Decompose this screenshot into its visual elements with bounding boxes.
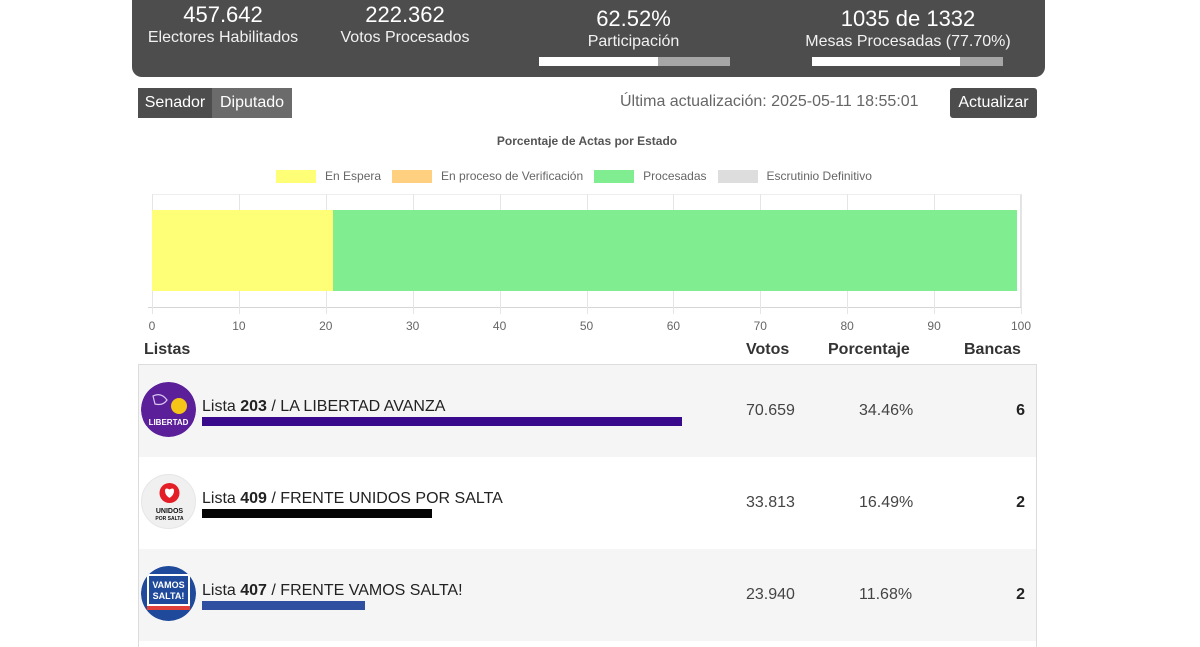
- party-name: Lista 407 / FRENTE VAMOS SALTA!: [202, 582, 463, 599]
- x-tick-label: 90: [927, 319, 941, 333]
- legend-swatch: [392, 169, 433, 183]
- participacion-value: 62.52%: [596, 6, 671, 31]
- votes-value: 70.659: [746, 402, 795, 419]
- legend-label: En proceso de Verificación: [441, 169, 584, 183]
- bar-segment-en-espera[interactable]: [152, 210, 333, 291]
- legend-item-procesadas[interactable]: Procesadas: [594, 169, 707, 183]
- x-tick-label: 70: [753, 319, 767, 333]
- votos-label: Votos Procesados: [340, 29, 470, 46]
- stat-mesas: 1035 de 1332 Mesas Procesadas (77.70%): [792, 6, 1024, 52]
- chart-plot-area: [148, 194, 1022, 314]
- bar-segment-procesadas[interactable]: [332, 210, 1017, 291]
- stat-electores: 457.642 Electores Habilitados: [132, 2, 314, 48]
- svg-text:VAMOS: VAMOS: [152, 580, 184, 590]
- unidos-por-salta-logo-icon: UNIDOS POR SALTA: [141, 474, 196, 529]
- svg-text:LIBERTAD: LIBERTAD: [149, 418, 189, 427]
- header-votos: Votos: [746, 341, 790, 358]
- svg-text:POR SALTA: POR SALTA: [155, 516, 184, 522]
- seats-value: 2: [1016, 586, 1025, 603]
- header-bancas: Bancas: [964, 341, 1021, 358]
- votes-value: 23.940: [746, 586, 795, 603]
- x-tick-label: 40: [492, 319, 507, 333]
- vote-share-bar: [202, 601, 365, 610]
- x-tick-label: 0: [148, 319, 156, 333]
- refresh-button[interactable]: Actualizar: [950, 88, 1037, 118]
- header-porcentaje: Porcentaje: [828, 341, 910, 358]
- stat-participacion: 62.52% Participación: [537, 6, 730, 52]
- svg-text:SALTA!: SALTA!: [153, 591, 185, 601]
- x-tick-label: 100: [1010, 319, 1032, 333]
- mesas-progress-bar: [812, 57, 1003, 66]
- legend-item-escrutinio[interactable]: Escrutinio Definitivo: [717, 169, 872, 183]
- percentage-value: 16.49%: [859, 494, 914, 511]
- x-tick-label: 20: [319, 319, 333, 333]
- legend-item-verificacion[interactable]: En proceso de Verificación: [392, 169, 583, 183]
- list-number: 409: [240, 490, 267, 507]
- mesas-label: Mesas Procesadas (77.70%): [805, 33, 1011, 50]
- party-name: Lista 203 / LA LIBERTAD AVANZA: [202, 398, 446, 415]
- la-libertad-avanza-logo-icon: LIBERTAD: [141, 382, 196, 437]
- participacion-progress-bar: [539, 57, 730, 66]
- participacion-progress-fill: [539, 57, 659, 66]
- legend-item-en-espera[interactable]: En Espera: [276, 169, 381, 183]
- table-row[interactable]: LIBERTAD Lista 203 / LA LIBERTAD AVANZA …: [139, 365, 1036, 457]
- electores-label: Electores Habilitados: [147, 29, 299, 46]
- votes-value: 33.813: [746, 494, 795, 511]
- legend-label: En Espera: [325, 169, 382, 183]
- x-tick-label: 60: [666, 319, 681, 333]
- x-tick-label: 80: [840, 319, 854, 333]
- chart-title: Porcentaje de Actas por Estado: [496, 134, 678, 148]
- electores-value: 457.642: [183, 2, 263, 27]
- vote-share-bar: [202, 509, 432, 518]
- legend-swatch: [276, 169, 316, 183]
- x-tick-label: 10: [232, 319, 246, 333]
- legend-swatch: [594, 169, 635, 183]
- svg-text:UNIDOS: UNIDOS: [156, 508, 184, 515]
- senador-button[interactable]: Senador: [138, 88, 212, 118]
- mesas-value: 1035 de 1332: [840, 6, 976, 31]
- seats-value: 6: [1016, 402, 1025, 419]
- vote-share-bar: [202, 417, 682, 426]
- table-row[interactable]: VAMOS SALTA! Lista 407 / FRENTE VAMOS SA…: [139, 549, 1036, 641]
- votos-value: 222.362: [365, 2, 445, 27]
- legend-swatch: [717, 169, 758, 183]
- percentage-value: 34.46%: [859, 402, 914, 419]
- chamber-toggle: Senador Diputado: [138, 88, 292, 118]
- stats-panel: 457.642 Electores Habilitados 222.362 Vo…: [132, 0, 1045, 77]
- list-number: 407: [240, 582, 267, 599]
- header-listas: Listas: [144, 341, 191, 358]
- percentage-value: 11.68%: [859, 586, 913, 603]
- table-row[interactable]: UNIDOS POR SALTA Lista 409 / FRENTE UNID…: [139, 457, 1036, 549]
- x-axis-line: [148, 307, 1021, 308]
- vamos-salta-logo-icon: VAMOS SALTA!: [141, 566, 196, 621]
- x-tick-label: 30: [406, 319, 420, 333]
- legend-label: Escrutinio Definitivo: [766, 169, 872, 183]
- diputado-button[interactable]: Diputado: [212, 88, 292, 118]
- last-updated-text: Última actualización: 2025-05-11 18:55:0…: [620, 93, 919, 110]
- party-name: Lista 409 / FRENTE UNIDOS POR SALTA: [202, 490, 503, 507]
- legend-label: Procesadas: [643, 169, 707, 183]
- seats-value: 2: [1016, 494, 1025, 511]
- participacion-label: Participación: [587, 33, 680, 50]
- results-table: LIBERTAD Lista 203 / LA LIBERTAD AVANZA …: [138, 364, 1037, 647]
- list-number: 203: [240, 398, 267, 415]
- mesas-progress-fill: [812, 57, 961, 66]
- stat-votos: 222.362 Votos Procesados: [328, 2, 482, 48]
- x-tick-label: 50: [579, 319, 594, 333]
- chart-legend: En Espera En proceso de Verificación Pro…: [276, 169, 883, 183]
- gridline: [1021, 194, 1022, 314]
